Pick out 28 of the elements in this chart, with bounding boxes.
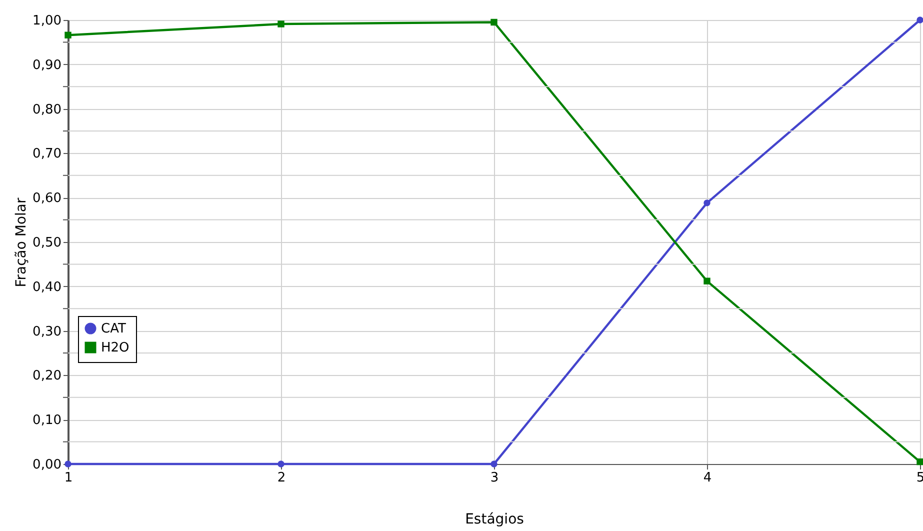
point xyxy=(64,32,72,38)
y-tick-label: 0,30 xyxy=(32,324,62,340)
x-tick-label: 4 xyxy=(703,470,712,486)
point xyxy=(490,460,498,468)
x-tick-label: 1 xyxy=(64,470,73,486)
point xyxy=(278,20,284,28)
point xyxy=(704,200,710,206)
y-tick-label: 0,10 xyxy=(32,413,62,428)
y-tick-label: 0,40 xyxy=(32,280,62,295)
y-tick-label: 0,70 xyxy=(32,146,62,162)
y-axis-title: Fração Molar xyxy=(14,197,30,288)
legend-label: CAT xyxy=(101,322,126,336)
point xyxy=(704,278,710,284)
legend-label: H2O xyxy=(101,340,130,356)
y-tick-label: 0,90 xyxy=(32,58,62,73)
y-tick-label: 0,80 xyxy=(32,102,62,118)
y-tick-label: 0,00 xyxy=(32,458,62,472)
point xyxy=(916,458,923,466)
y-tick-label: 0,60 xyxy=(32,191,62,206)
y-tick-label: 0,20 xyxy=(32,368,62,384)
x-tick-label: 3 xyxy=(490,470,499,486)
x-tick-label: 2 xyxy=(277,470,286,486)
y-tick-label: 1,00 xyxy=(32,14,62,28)
y-tick-label: 0,50 xyxy=(32,236,62,250)
point xyxy=(278,460,284,468)
point xyxy=(490,18,498,26)
point xyxy=(916,16,923,24)
x-axis-title: Estágios xyxy=(465,512,524,528)
